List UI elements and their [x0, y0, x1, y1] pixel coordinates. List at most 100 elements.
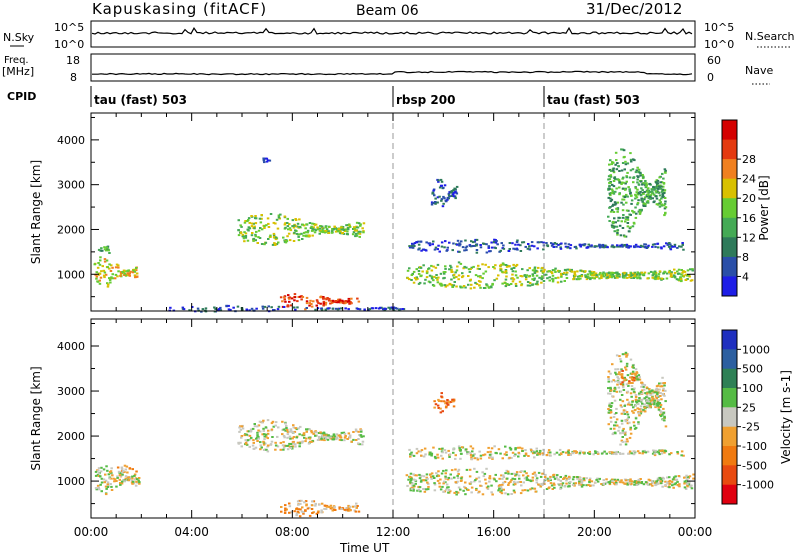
echo-cell [627, 401, 631, 404]
echo-cell [415, 241, 419, 244]
echo-cell [371, 307, 375, 310]
echo-cell [274, 238, 278, 241]
echo-cell [503, 480, 507, 483]
echo-cell [613, 413, 617, 415]
echo-cell [612, 185, 616, 188]
echo-cell [656, 190, 659, 193]
echo-cell [638, 171, 642, 174]
echo-cell [672, 486, 675, 489]
echo-cell [623, 168, 626, 171]
echo-cell [444, 475, 447, 478]
echo-cell [625, 362, 629, 365]
echo-cell [613, 386, 617, 389]
echo-cell [450, 269, 453, 271]
echo-cell [317, 435, 321, 438]
echo-cell [615, 390, 619, 393]
echo-cell [535, 282, 539, 285]
echo-cell [633, 159, 636, 162]
echo-cell [250, 234, 254, 237]
echo-cell [624, 274, 627, 277]
echo-cell [318, 503, 321, 506]
echo-cell [296, 300, 299, 303]
echo-cell [440, 472, 444, 475]
echo-cell [126, 272, 129, 275]
echo-cell [125, 465, 129, 468]
echo-cell [652, 188, 655, 191]
echo-cell [595, 274, 598, 277]
echo-cell [457, 468, 461, 471]
echo-cell [563, 280, 566, 282]
echo-patch [408, 445, 685, 461]
echo-cell [539, 475, 543, 478]
echo-cell [615, 482, 618, 484]
echo-cell [431, 192, 434, 195]
echo-cell [250, 215, 253, 217]
echo-cell [479, 454, 483, 457]
echo-cell [426, 477, 429, 480]
echo-cell [689, 485, 692, 488]
echo-cell [96, 484, 100, 487]
colorbar-tick-label: 1000 [742, 343, 770, 356]
freq-tick-bottom: 8 [70, 71, 77, 84]
echo-cell [557, 276, 560, 279]
echo-cell [616, 232, 619, 234]
echo-cell [527, 455, 530, 457]
echo-cell [620, 422, 624, 425]
echo-cell [436, 404, 440, 407]
echo-cell [284, 507, 287, 510]
echo-cell [353, 227, 356, 230]
echo-cell [616, 368, 620, 371]
echo-cell [484, 482, 488, 485]
echo-cell [322, 300, 326, 303]
echo-cell [552, 474, 555, 477]
echo-cell [485, 243, 488, 246]
echo-cell [670, 480, 674, 483]
echo-cell [655, 450, 659, 453]
echo-cell [598, 477, 601, 480]
y-tick-label: 4000 [57, 340, 85, 353]
colorbar-frame [721, 119, 738, 297]
echo-cell [598, 244, 601, 247]
echo-cell [303, 501, 306, 504]
echo-cell [339, 436, 342, 439]
echo-cell [359, 230, 362, 233]
echo-cell [533, 471, 536, 474]
echo-cell [452, 273, 456, 276]
echo-cell [635, 401, 639, 404]
echo-cell [579, 277, 582, 280]
echo-cell [667, 245, 671, 248]
echo-cell [353, 229, 357, 232]
echo-cell [468, 468, 472, 471]
echo-cell [456, 265, 459, 268]
y-tick-label: 2000 [57, 430, 85, 443]
echo-cell [659, 277, 662, 280]
echo-cell [301, 296, 305, 298]
echo-cell [653, 391, 657, 394]
echo-cell [256, 440, 259, 442]
echo-cell [255, 230, 258, 233]
echo-cell [354, 235, 357, 238]
echo-cell [613, 399, 617, 402]
echo-cell [643, 406, 647, 409]
echo-cell [96, 473, 100, 476]
echo-cell [646, 392, 649, 395]
echo-cell [618, 275, 621, 278]
echo-cell [596, 452, 600, 455]
echo-cell [473, 244, 477, 247]
echo-cell [626, 398, 629, 401]
echo-cell [304, 231, 308, 234]
echo-cell [310, 429, 313, 432]
colorbar-segment [722, 256, 737, 277]
echo-cell [659, 482, 663, 485]
echo-cell [97, 273, 100, 276]
echo-cell [451, 285, 454, 288]
echo-cell [620, 373, 624, 376]
echo-cell [244, 441, 248, 444]
echo-cell [612, 167, 615, 170]
echo-cell [247, 217, 251, 220]
echo-cell [643, 388, 646, 391]
echo-cell [280, 510, 283, 513]
echo-cell [423, 447, 427, 450]
echo-cell [585, 278, 589, 281]
echo-cell [301, 434, 304, 437]
